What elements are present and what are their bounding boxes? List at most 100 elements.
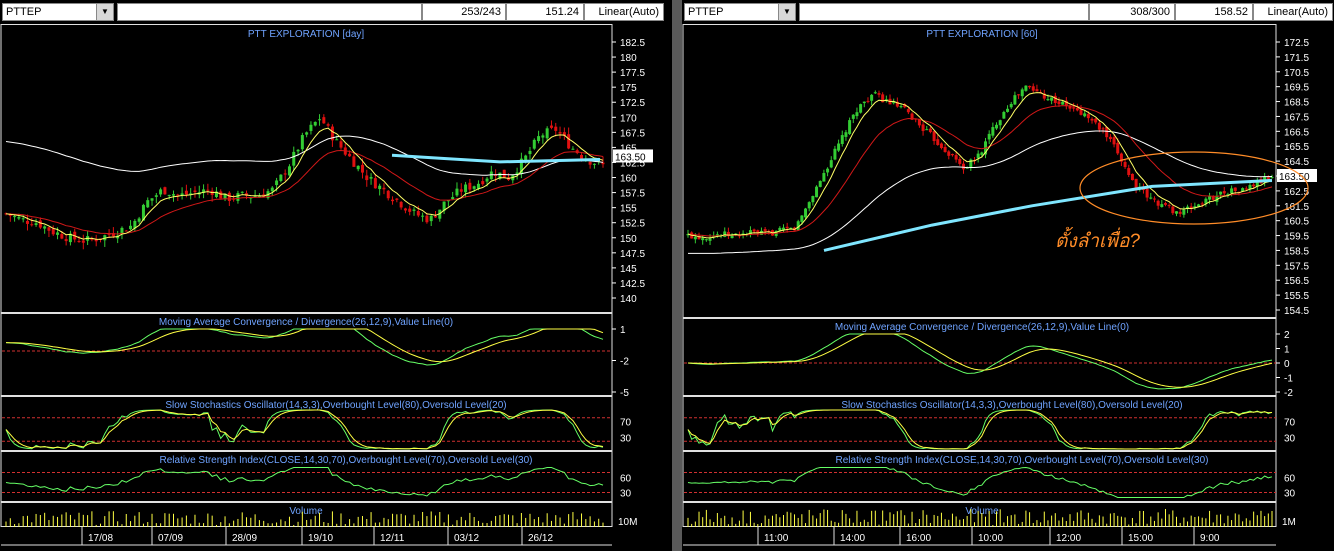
candle-body (172, 194, 176, 196)
price-tick-label: 150 (620, 234, 637, 245)
candle-body (519, 158, 523, 174)
price-tick-label: 142.5 (620, 279, 645, 290)
candle-body (928, 128, 932, 133)
candle-body (360, 164, 364, 173)
candle-body (408, 208, 412, 212)
candle-body (421, 215, 425, 217)
candle-body (60, 234, 64, 239)
price-tick-label: 182.5 (620, 38, 645, 49)
candle-body (1094, 118, 1098, 123)
candle-body (1215, 195, 1219, 202)
candle-body (947, 151, 951, 156)
candle-body (159, 189, 163, 195)
ma-mid-line (5, 149, 604, 235)
candle-body (1160, 204, 1164, 208)
volume-panel (682, 502, 1277, 527)
left-symbol-select[interactable]: PTTEP ▼ (2, 3, 114, 21)
candle-body (597, 160, 601, 162)
candle-body (34, 223, 38, 225)
candle-body (1046, 99, 1050, 101)
candle-body (859, 104, 863, 113)
pane-splitter[interactable] (672, 0, 682, 551)
stochastic-title: Slow Stochastics Oscillator(14,3,3),Over… (841, 400, 1182, 411)
candle-body (954, 155, 958, 160)
candle-body (917, 119, 921, 126)
left-scale-field[interactable]: Linear(Auto) (584, 3, 664, 21)
chevron-down-icon[interactable]: ▼ (778, 4, 795, 20)
candle-body (468, 182, 472, 190)
candle-body (837, 143, 841, 151)
date-label: 12:00 (1056, 533, 1081, 544)
right-symbol-select[interactable]: PTTEP ▼ (684, 3, 796, 21)
left-chart-canvas[interactable]: 182.5180177.5175172.5170167.5165162.5160… (0, 24, 672, 551)
candle-body (287, 166, 291, 176)
right-scale-field[interactable]: Linear(Auto) (1253, 3, 1333, 21)
candle-body (756, 230, 760, 234)
candle-body (1050, 97, 1054, 101)
candle-body (910, 113, 914, 120)
date-label: 9:00 (1200, 533, 1220, 544)
candle-body (1105, 126, 1109, 138)
candle-body (1090, 118, 1094, 121)
price-tick-label: 169.5 (1284, 83, 1309, 94)
candle-body (870, 94, 874, 101)
candle-body (1255, 180, 1259, 187)
right-chart-pane[interactable]: PTTEP ▼ 308/300 158.52 Linear(Auto) 172.… (682, 0, 1334, 551)
candle-body (184, 190, 188, 195)
stochastic-d-line (5, 409, 604, 450)
candle-body (373, 178, 377, 189)
trendline (391, 153, 601, 164)
candle-body (1186, 206, 1190, 209)
candle-body (567, 134, 571, 149)
candle-body (1042, 93, 1046, 99)
candle-body (202, 189, 206, 193)
candle-body (932, 131, 936, 142)
candle-body (1149, 197, 1153, 199)
price-tag: 163.50 (1279, 172, 1310, 183)
candle-body (855, 112, 859, 117)
left-chart-pane[interactable]: PTTEP ▼ 253/243 151.24 Linear(Auto) 182.… (0, 0, 672, 551)
candle-body (759, 230, 763, 235)
price-tick-label: 165 (620, 143, 637, 154)
price-tick-label: 167.5 (1284, 112, 1309, 123)
candle-body (899, 106, 903, 108)
price-tick-label: 159.5 (1284, 232, 1309, 243)
candle-body (1248, 185, 1252, 190)
date-label: 26/12 (528, 533, 553, 544)
left-info-field (117, 3, 422, 21)
candle-body (339, 141, 343, 148)
candle-body (47, 227, 51, 231)
candle-body (558, 132, 562, 134)
candle-body (292, 151, 296, 166)
candle-body (111, 233, 115, 237)
chevron-down-icon[interactable]: ▼ (96, 4, 113, 20)
macd-tick-label: 1 (1284, 345, 1290, 356)
candle-body (25, 220, 29, 224)
candle-body (141, 204, 145, 221)
candle-body (146, 200, 150, 208)
candle-body (895, 101, 899, 107)
price-tick-label: 168.5 (1284, 98, 1309, 109)
candle-body (133, 220, 137, 229)
right-chart-canvas[interactable]: 172.5 171.5 170.5 169.5 168.5 167.5 166.5 165.5… (682, 24, 1334, 551)
volume-title: Volume (965, 506, 999, 517)
candle-body (840, 135, 844, 144)
candle-body (708, 238, 712, 241)
price-tick-label: 162.5 (1284, 187, 1309, 198)
candle-body (219, 191, 223, 199)
date-label: 03/12 (454, 533, 479, 544)
candle-body (1079, 109, 1083, 115)
candle-body (881, 94, 885, 103)
candle-body (1134, 178, 1138, 189)
price-panel (682, 24, 1277, 318)
macd-line (687, 333, 1273, 390)
candle-body (416, 210, 420, 216)
candle-body (1156, 200, 1160, 206)
candle-body (455, 188, 459, 196)
price-tick-label: 165.5 (1284, 142, 1309, 153)
price-tick-label: 147.5 (620, 249, 645, 260)
candle-body (223, 193, 227, 199)
price-tick-label: 160 (620, 174, 637, 185)
left-count-field: 253/243 (422, 3, 506, 21)
candle-body (459, 189, 463, 192)
